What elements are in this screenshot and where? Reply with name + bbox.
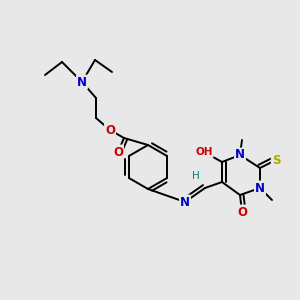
Text: O: O [105, 124, 115, 136]
Text: N: N [255, 182, 265, 194]
Text: H: H [192, 171, 200, 181]
Text: O: O [237, 206, 247, 218]
Text: N: N [180, 196, 190, 208]
Text: N: N [77, 76, 87, 88]
Text: OH: OH [195, 147, 213, 157]
Text: N: N [235, 148, 245, 161]
Text: O: O [113, 146, 123, 158]
Text: S: S [272, 154, 280, 166]
